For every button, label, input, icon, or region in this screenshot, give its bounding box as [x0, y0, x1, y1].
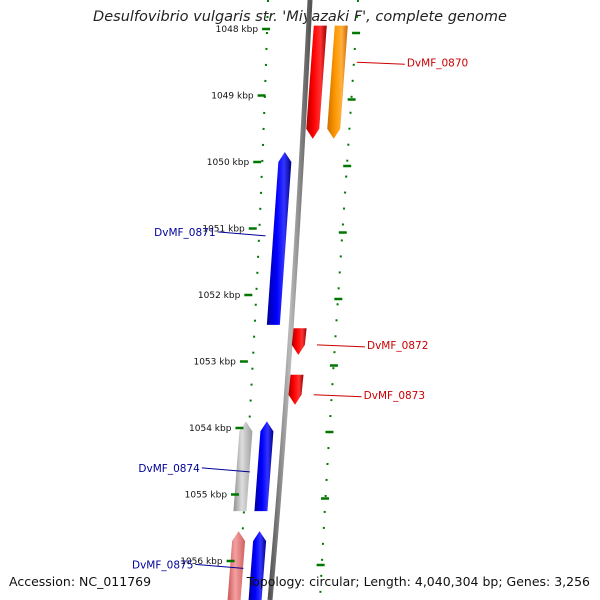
ruler-tick-label: 1051 kbp	[202, 225, 245, 235]
gene-label[interactable]: DvMF_0874	[138, 463, 200, 475]
gene-feature-DvMF_0873[interactable]	[288, 374, 304, 405]
accession-text: Accession: NC_011769	[9, 574, 152, 589]
gene-label-leader	[201, 467, 250, 473]
gene-label-leader	[316, 344, 366, 348]
ruler-tick-label: 1050 kbp	[207, 158, 250, 168]
gene-feature-DvMF_0872[interactable]	[291, 328, 307, 355]
genome-backbone	[267, 0, 313, 600]
gene-label[interactable]: DvMF_0875	[132, 559, 193, 571]
gene-label[interactable]: DvMF_0873	[364, 390, 425, 402]
genome-summary-text: Topology: circular; Length: 4,040,304 bp…	[246, 574, 590, 589]
gene-feature-gene_c[interactable]	[227, 531, 246, 600]
gene-feature-DvMF_0875[interactable]	[248, 531, 267, 600]
gene-label[interactable]: DvMF_0871	[154, 227, 215, 239]
genes-layer	[227, 25, 348, 600]
ruler-ticks: 1048 kbp 1049 kbp 1050 kbp 1051 kbp 1052 kbp…	[180, 25, 361, 567]
gene-feature-DvMF_0874[interactable]	[254, 421, 274, 512]
gene-label-leader	[356, 61, 405, 65]
gene-label-leader	[195, 563, 244, 569]
ruler-tick-label: 1056 kbp	[180, 557, 223, 567]
gene-feature-gene_b[interactable]	[233, 421, 253, 512]
gene-feature-DvMF_0871[interactable]	[266, 152, 292, 325]
map-title: Desulfovibrio vulgaris str. 'Miyazaki F'…	[93, 9, 507, 25]
gene-label[interactable]: DvMF_0870	[407, 57, 468, 69]
gene-feature-gene_a[interactable]	[306, 25, 327, 139]
gene-label-leader	[217, 231, 266, 237]
ruler-tick-label: 1053 kbp	[193, 358, 236, 368]
gene-label[interactable]: DvMF_0872	[367, 340, 428, 352]
gene-labels: DvMF_0870 DvMF_0871 DvMF_0872 DvMF_0873 DvMF…	[132, 57, 468, 571]
gene-feature-DvMF_0870[interactable]	[327, 25, 348, 139]
ruler-tick-label: 1055 kbp	[185, 491, 228, 501]
ruler-tick-label: 1048 kbp	[216, 25, 259, 35]
ruler-tick-label: 1049 kbp	[211, 92, 254, 102]
ruler-tick-label: 1054 kbp	[189, 424, 232, 434]
gene-label-leader	[313, 394, 362, 398]
ruler-tick-label: 1052 kbp	[198, 291, 241, 301]
